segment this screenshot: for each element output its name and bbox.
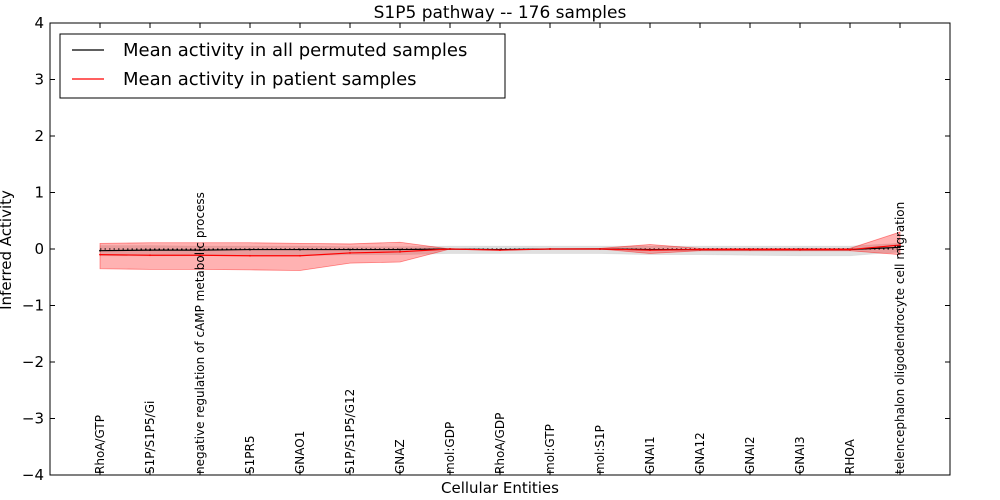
category-label: S1P/S1P5/Gi	[143, 401, 157, 474]
legend-label-permuted: Mean activity in all permuted samples	[123, 40, 467, 61]
data-point-patient	[149, 254, 151, 257]
legend-label-patient: Mean activity in patient samples	[123, 69, 417, 90]
data-point-permuted	[199, 249, 201, 252]
category-label: GNAI1	[643, 436, 657, 474]
data-point-patient	[349, 252, 351, 254]
y-tick-label: 1	[34, 184, 44, 202]
category-label: GNAI2	[743, 436, 757, 474]
data-point-patient	[799, 248, 801, 251]
y-tick-label: 2	[34, 127, 44, 145]
category-label: RHOA	[843, 438, 857, 474]
data-point-patient	[749, 248, 751, 251]
data-point-patient	[99, 253, 101, 256]
data-point-patient	[399, 250, 401, 253]
category-label: S1PR5	[243, 436, 257, 474]
category-label: telencephalon oligodendrocyte cell migra…	[893, 202, 907, 474]
data-point-patient	[449, 248, 451, 250]
y-tick-label: 4	[34, 14, 44, 32]
y-tick-label: −4	[22, 466, 44, 484]
data-point-permuted	[149, 249, 151, 252]
category-label: RhoA/GTP	[93, 415, 107, 474]
y-tick-label: −1	[22, 297, 44, 315]
category-labels: RhoA/GTP S1P/S1P5/Gi negative regulation o…	[93, 192, 907, 474]
data-point-permuted	[299, 248, 301, 251]
data-point-permuted	[899, 246, 901, 249]
category-label: RhoA/GDP	[493, 413, 507, 474]
category-label: S1P/S1P5/G12	[343, 389, 357, 474]
category-label: mol:GDP	[443, 422, 457, 474]
data-point-patient	[699, 248, 701, 251]
data-point-patient	[899, 244, 901, 246]
confidence-bands	[99, 231, 901, 271]
y-tick-label: 0	[34, 240, 44, 258]
data-point-permuted	[399, 248, 401, 251]
data-point-patient	[849, 248, 851, 251]
data-point-patient	[549, 248, 551, 250]
series-lines	[99, 244, 901, 257]
data-point-patient	[499, 249, 501, 252]
category-label: GNAO1	[293, 431, 307, 474]
legend-box	[59, 33, 506, 99]
data-point-patient	[649, 249, 651, 252]
category-label: negative regulation of cAMP metabolic pr…	[193, 192, 207, 474]
category-label: GNAZ	[393, 439, 407, 474]
y-tick-label: 3	[34, 71, 44, 89]
data-point-permuted	[99, 249, 101, 252]
category-label: mol:GTP	[543, 424, 557, 474]
data-point-patient	[299, 254, 301, 257]
category-label: GNAI3	[793, 436, 807, 474]
x-axis-title: Cellular Entities	[441, 479, 559, 497]
chart-title: S1P5 pathway -- 176 samples	[374, 3, 627, 23]
y-tick-label: −3	[22, 410, 44, 428]
data-point-patient	[599, 248, 601, 250]
axes: −4 −3 −2 −1 0 1 2 3 4	[22, 14, 951, 484]
data-point-permuted	[349, 248, 351, 251]
category-label: GNA12	[693, 432, 707, 474]
y-tick-label: −2	[22, 353, 44, 371]
data-point-patient	[249, 254, 251, 257]
data-point-patient	[199, 254, 201, 257]
y-axis-title: Inferred Activity	[0, 190, 15, 310]
band-patient	[99, 231, 901, 271]
legend: Mean activity in all permuted samples Mea…	[59, 33, 506, 99]
data-point-permuted	[249, 248, 251, 251]
category-label: mol:S1P	[593, 425, 607, 474]
